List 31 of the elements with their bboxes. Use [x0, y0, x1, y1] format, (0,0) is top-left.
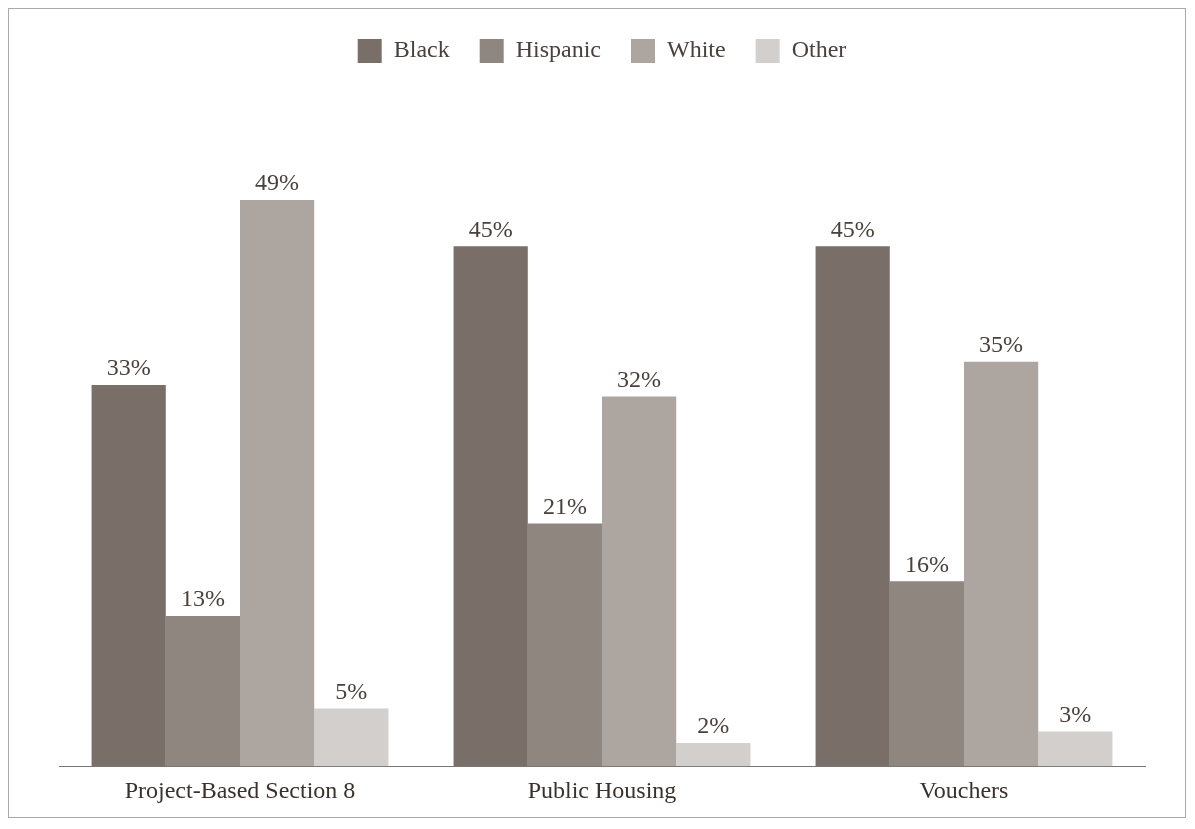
- bar: [964, 361, 1039, 767]
- bar: [815, 246, 890, 767]
- legend-label: White: [667, 36, 726, 63]
- legend-label: Other: [791, 36, 847, 63]
- data-label: 21%: [542, 492, 587, 519]
- x-tick-label: Project-Based Section 8: [124, 776, 356, 803]
- data-label: 45%: [468, 215, 513, 242]
- data-label: 2%: [697, 712, 730, 739]
- data-label: 32%: [617, 365, 662, 392]
- data-label: 3%: [1059, 700, 1092, 727]
- legend-label: Black: [393, 36, 450, 63]
- x-tick-label: Public Housing: [527, 776, 677, 803]
- data-label: 33%: [106, 354, 151, 381]
- bar: [1038, 731, 1113, 767]
- bar: [91, 384, 166, 767]
- bar: [889, 581, 964, 767]
- legend-label: Hispanic: [515, 36, 601, 63]
- data-label: 16%: [904, 550, 949, 577]
- bar: [527, 523, 602, 767]
- bar: [165, 616, 240, 767]
- data-label: 35%: [979, 331, 1024, 358]
- data-label: 45%: [830, 215, 875, 242]
- bar: [453, 246, 528, 767]
- bar: [240, 200, 315, 767]
- data-label: 5%: [335, 677, 368, 704]
- bar: [602, 396, 677, 767]
- x-tick-label: Vouchers: [919, 776, 1009, 803]
- data-label: 49%: [255, 169, 300, 196]
- bar: [676, 743, 751, 767]
- bar: [314, 708, 389, 767]
- data-label: 13%: [180, 585, 225, 612]
